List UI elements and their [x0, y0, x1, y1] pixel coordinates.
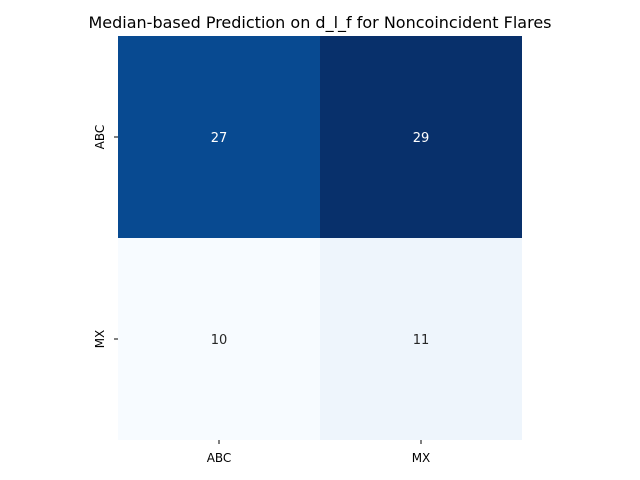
cell-value-label-0-0: 27 — [211, 131, 228, 146]
x-tick-label-1: MX — [412, 451, 431, 465]
heatmap-cell-0-0 — [118, 36, 320, 238]
x-tick-label-0: ABC — [207, 451, 232, 465]
heatmap-cell-1-1 — [320, 238, 522, 440]
cell-value-label-0-1: 29 — [413, 131, 430, 146]
heatmap-cells: 27 29 10 11 — [118, 36, 522, 440]
heatmap-cell-0-1 — [320, 36, 522, 238]
cell-value-label-1-0: 10 — [211, 333, 228, 348]
chart-title: Median-based Prediction on d_l_f for Non… — [88, 13, 551, 33]
y-tick-label-0: ABC — [93, 125, 107, 150]
cell-value-label-1-1: 11 — [413, 333, 430, 348]
heatmap-cell-1-0 — [118, 238, 320, 440]
y-tick-label-1: MX — [93, 330, 107, 349]
axis-ticks: ABC MX ABC MX — [93, 125, 430, 465]
